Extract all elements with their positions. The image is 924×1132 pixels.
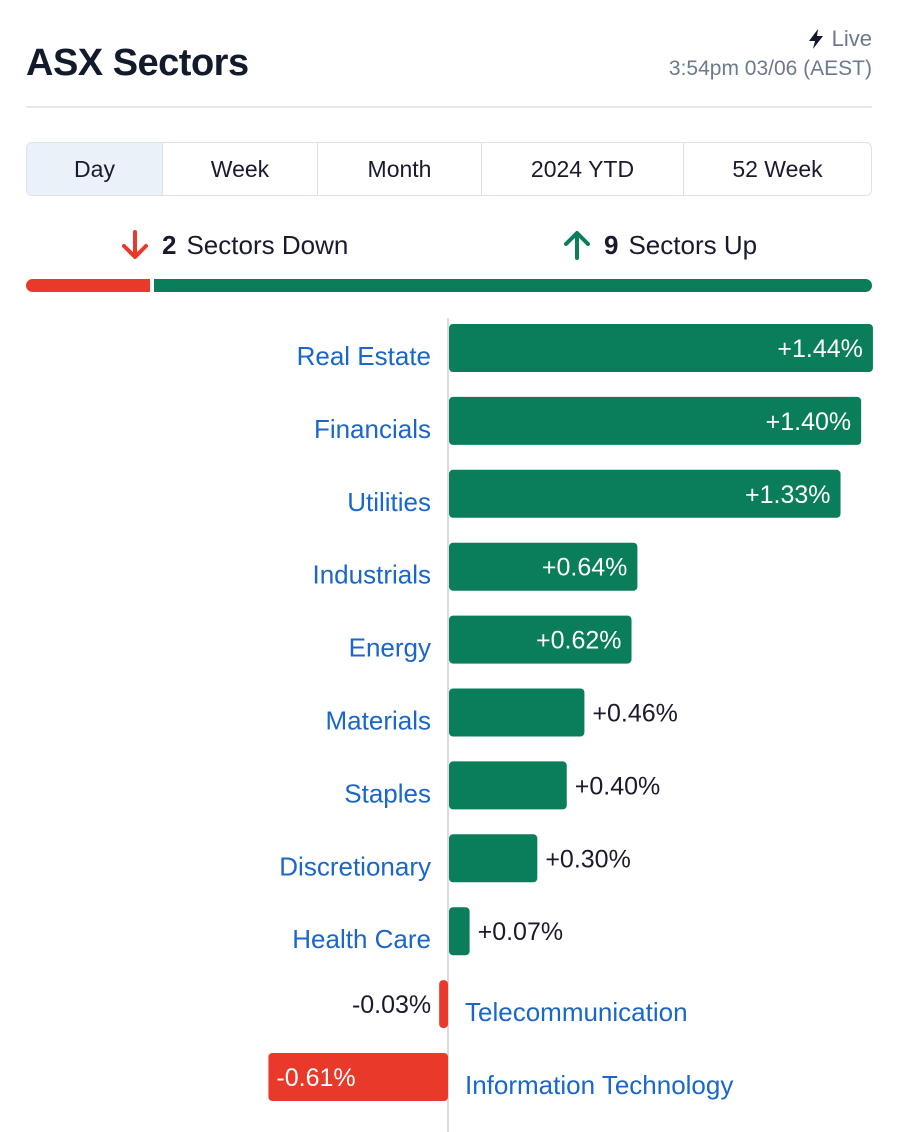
breadth-down-segment <box>26 279 150 292</box>
arrow-down-icon <box>122 230 148 259</box>
timestamp: 3:54pm 03/06 (AEST) <box>668 57 872 80</box>
tab-week[interactable]: Week <box>163 143 318 195</box>
tab-day[interactable]: Day <box>27 143 163 195</box>
live-label: Live <box>831 26 872 51</box>
sector-bar-chart: Real Estate +1.44% Financials +1.40% Utiliti… <box>268 318 873 1132</box>
value-label: +0.62% <box>536 627 622 655</box>
bar-utilities[interactable] <box>449 469 841 518</box>
sectors-down-label: Sectors Down <box>186 229 349 260</box>
value-label: +1.33% <box>745 481 831 509</box>
bar-telecommunication[interactable] <box>439 980 448 1029</box>
arrow-up-icon <box>564 231 590 260</box>
bar-real-estate[interactable] <box>449 324 873 372</box>
period-tabs: Day Week Month 2024 YTD 52 Week <box>26 142 872 196</box>
bar-health-care[interactable] <box>449 907 470 956</box>
category-label[interactable]: Financials <box>314 414 431 444</box>
bar-materials[interactable] <box>449 688 585 737</box>
value-label: +0.07% <box>478 918 564 946</box>
category-label[interactable]: Health Care <box>292 924 431 954</box>
category-label[interactable]: Staples <box>344 778 431 808</box>
tab-month[interactable]: Month <box>318 143 482 195</box>
bar-energy[interactable] <box>449 615 632 664</box>
live-indicator: Live <box>806 26 872 52</box>
breadth-bar <box>26 279 872 292</box>
bar-discretionary[interactable] <box>449 834 538 883</box>
breadth-up-segment <box>154 279 872 292</box>
sectors-up-label: Sectors Up <box>628 229 758 260</box>
value-label: +0.64% <box>542 554 628 582</box>
category-label[interactable]: Industrials <box>313 560 432 590</box>
category-label[interactable]: Real Estate <box>297 341 431 371</box>
lightning-icon <box>808 29 823 49</box>
value-label: +0.46% <box>592 700 678 728</box>
bar-financials[interactable] <box>449 396 862 445</box>
page-title: ASX Sectors <box>26 42 249 84</box>
bar-information-technology[interactable] <box>268 1053 448 1101</box>
value-label: +1.40% <box>766 408 852 436</box>
category-label[interactable]: Information Technology <box>465 1070 733 1100</box>
sectors-up-count: 9 <box>604 229 619 260</box>
category-label[interactable]: Telecommunication <box>465 997 688 1027</box>
sectors-down-summary: 2 Sectors Down <box>118 228 348 262</box>
value-label: +1.44% <box>777 335 863 363</box>
category-label[interactable]: Discretionary <box>279 851 431 881</box>
tab-52-week[interactable]: 52 Week <box>732 155 823 182</box>
category-label[interactable]: Utilities <box>347 487 431 517</box>
category-label[interactable]: Materials <box>326 706 431 736</box>
sectors-down-count: 2 <box>162 229 177 260</box>
value-label: -0.03% <box>352 991 431 1019</box>
value-label: -0.61% <box>276 1064 355 1092</box>
value-label: +0.40% <box>575 772 661 800</box>
bar-industrials[interactable] <box>449 542 638 591</box>
category-label[interactable]: Energy <box>349 633 431 663</box>
value-label: +0.30% <box>545 845 631 873</box>
header-divider <box>26 106 872 108</box>
bar-staples[interactable] <box>449 761 567 810</box>
sectors-up-summary: 9 Sectors Up <box>560 228 757 262</box>
tab-2024-ytd[interactable]: 2024 YTD <box>482 143 684 195</box>
